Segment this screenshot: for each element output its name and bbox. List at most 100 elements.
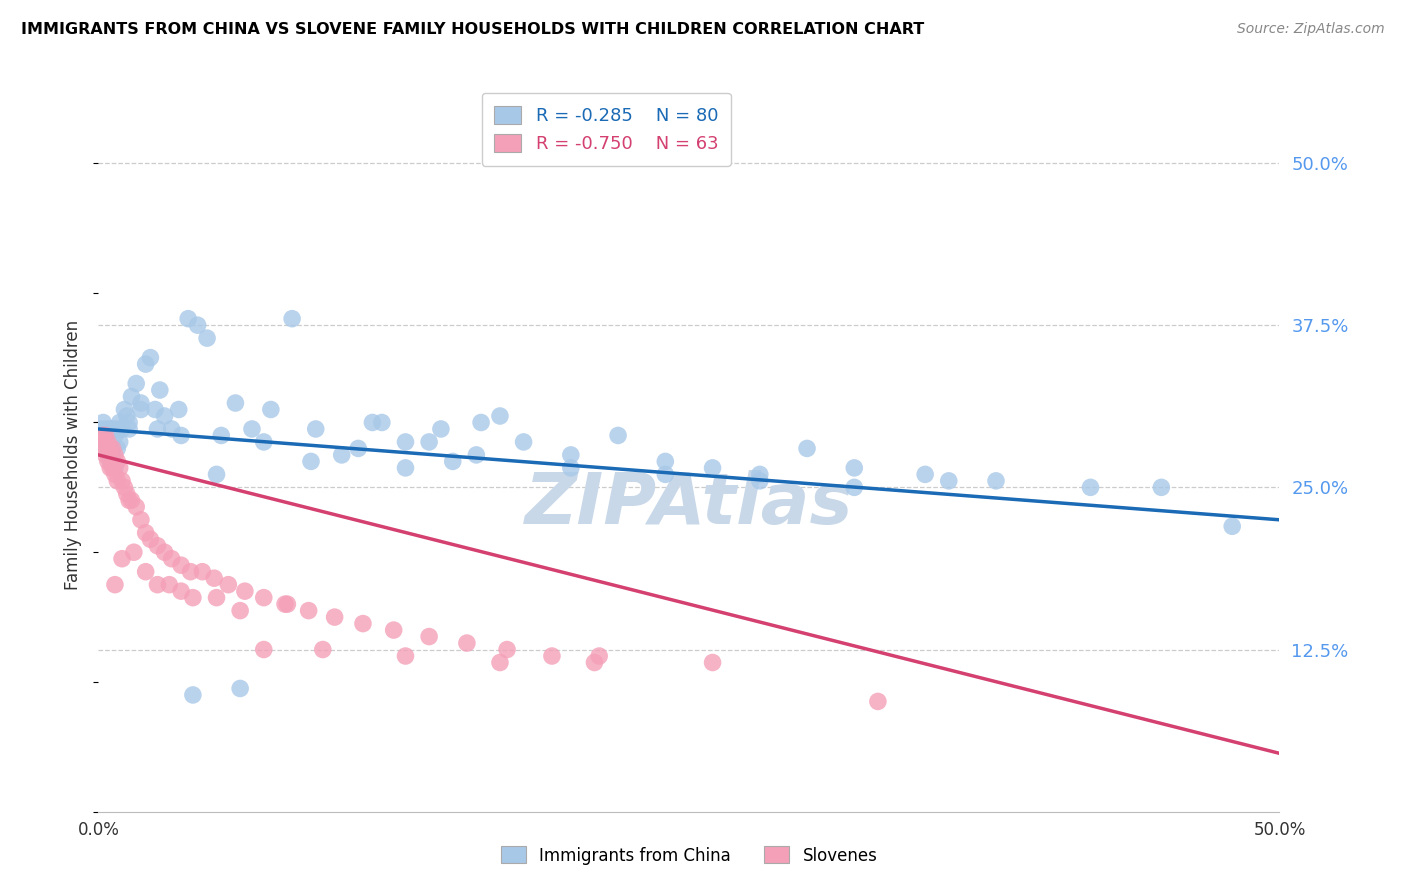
Point — [97, 442, 120, 456]
Legend: Immigrants from China, Slovenes: Immigrants from China, Slovenes — [494, 839, 884, 871]
Point — [984, 474, 1007, 488]
Point — [470, 416, 492, 430]
Point — [157, 577, 180, 591]
Point — [146, 539, 169, 553]
Point — [101, 461, 124, 475]
Point — [101, 448, 124, 462]
Point — [371, 416, 394, 430]
Point — [489, 656, 512, 670]
Point — [170, 584, 193, 599]
Point — [98, 442, 121, 456]
Point — [465, 448, 488, 462]
Point — [91, 416, 114, 430]
Point — [347, 442, 370, 456]
Point — [97, 454, 120, 468]
Point — [512, 434, 534, 449]
Point — [118, 493, 141, 508]
Point — [98, 422, 121, 436]
Point — [105, 422, 128, 436]
Point — [160, 422, 183, 436]
Point — [187, 318, 209, 333]
Point — [111, 474, 134, 488]
Point — [702, 656, 724, 670]
Point — [101, 442, 124, 456]
Point — [115, 409, 138, 423]
Point — [104, 577, 127, 591]
Point — [122, 545, 145, 559]
Point — [167, 402, 190, 417]
Point — [118, 416, 141, 430]
Text: IMMIGRANTS FROM CHINA VS SLOVENE FAMILY HOUSEHOLDS WITH CHILDREN CORRELATION CHA: IMMIGRANTS FROM CHINA VS SLOVENE FAMILY … — [21, 22, 924, 37]
Point — [1080, 480, 1102, 494]
Point — [170, 428, 193, 442]
Point — [217, 577, 239, 591]
Point — [112, 402, 135, 417]
Point — [702, 461, 724, 475]
Point — [94, 434, 117, 449]
Point — [143, 402, 166, 417]
Point — [104, 467, 127, 482]
Point — [104, 461, 127, 475]
Point — [101, 422, 124, 436]
Y-axis label: Family Households with Children: Family Households with Children — [65, 320, 83, 590]
Text: ZIPAtlas: ZIPAtlas — [524, 470, 853, 540]
Point — [305, 422, 328, 436]
Point — [394, 434, 416, 449]
Point — [111, 422, 134, 436]
Point — [91, 428, 114, 442]
Point — [191, 565, 214, 579]
Point — [105, 474, 128, 488]
Point — [181, 591, 204, 605]
Point — [866, 694, 889, 708]
Point — [139, 351, 162, 365]
Point — [135, 525, 157, 540]
Point — [560, 461, 582, 475]
Point — [583, 656, 606, 670]
Point — [607, 428, 630, 442]
Point — [181, 688, 204, 702]
Point — [135, 565, 157, 579]
Point — [1220, 519, 1243, 533]
Point — [101, 442, 124, 456]
Point — [104, 428, 127, 442]
Point — [121, 390, 143, 404]
Point — [90, 434, 112, 449]
Point — [298, 604, 321, 618]
Point — [489, 409, 512, 423]
Point — [224, 396, 246, 410]
Point — [205, 467, 228, 482]
Point — [418, 434, 440, 449]
Point — [748, 467, 770, 482]
Point — [253, 434, 276, 449]
Point — [94, 422, 117, 436]
Point — [108, 416, 131, 430]
Point — [796, 442, 818, 456]
Point — [299, 454, 322, 468]
Point — [281, 311, 304, 326]
Point — [229, 604, 252, 618]
Point — [352, 616, 374, 631]
Point — [418, 630, 440, 644]
Point — [91, 442, 114, 456]
Point — [108, 461, 131, 475]
Point — [125, 500, 148, 514]
Point — [149, 383, 172, 397]
Point — [229, 681, 252, 696]
Point — [394, 461, 416, 475]
Point — [496, 642, 519, 657]
Point — [588, 648, 610, 663]
Point — [139, 533, 162, 547]
Point — [111, 551, 134, 566]
Point — [97, 434, 120, 449]
Point — [121, 493, 143, 508]
Point — [323, 610, 346, 624]
Point — [153, 409, 176, 423]
Point — [430, 422, 453, 436]
Point — [195, 331, 218, 345]
Point — [914, 467, 936, 482]
Point — [118, 422, 141, 436]
Point — [844, 480, 866, 494]
Point — [456, 636, 478, 650]
Point — [1150, 480, 1173, 494]
Point — [129, 396, 152, 410]
